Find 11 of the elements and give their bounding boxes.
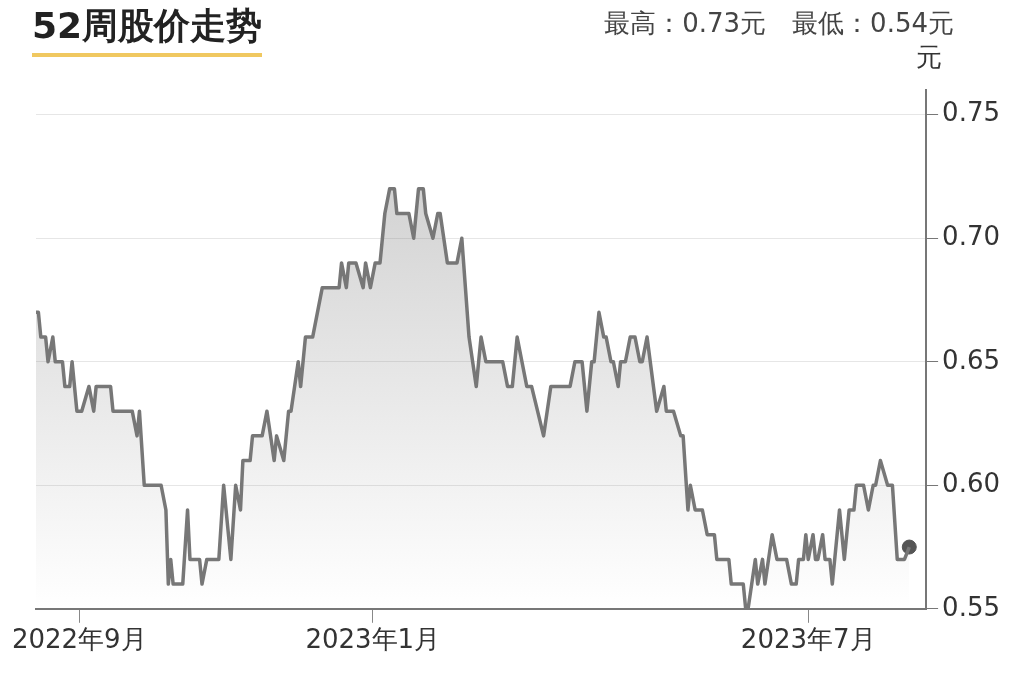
chart-title: 52周股价走势 [32, 2, 263, 57]
x-tick-label: 2023年1月 [305, 624, 441, 655]
y-tick-label: 0.65 [942, 344, 1000, 375]
x-tick-label: 2022年9月 [11, 624, 147, 655]
y-tick-label: 0.55 [942, 591, 1000, 622]
y-tick-label: 0.70 [942, 220, 1000, 251]
y-tick-label: 0.60 [942, 468, 1000, 499]
y-axis-title: 元 [916, 41, 942, 74]
x-tick-label: 2023年7月 [740, 624, 876, 655]
chart-subtitle: 最高：0.73元 最低：0.54元 [604, 7, 954, 40]
y-tick-label: 0.75 [942, 97, 1000, 128]
